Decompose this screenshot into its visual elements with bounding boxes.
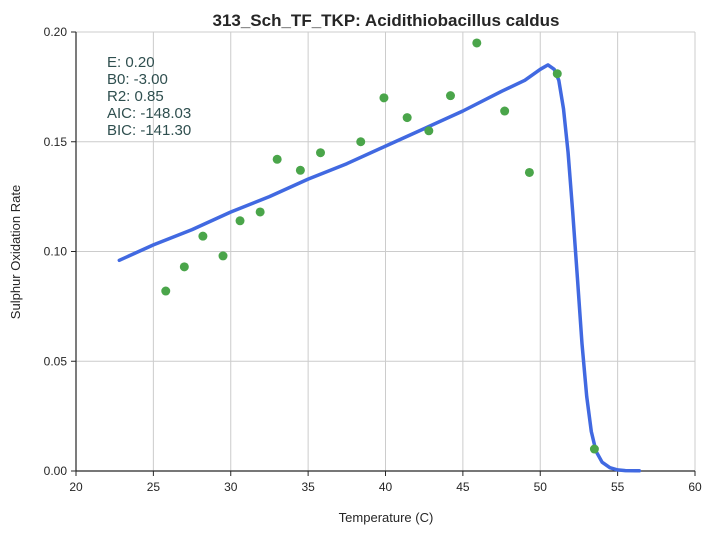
data-point bbox=[255, 207, 265, 217]
chart-title: 313_Sch_TF_TKP: Acidithiobacillus caldus bbox=[212, 11, 559, 30]
x-tick-label: 45 bbox=[456, 480, 470, 494]
y-axis-label: Sulphur Oxidation Rate bbox=[8, 185, 23, 319]
data-point bbox=[379, 93, 389, 103]
x-tick-label: 20 bbox=[69, 480, 83, 494]
data-point bbox=[218, 251, 228, 261]
data-point bbox=[589, 444, 599, 454]
x-tick-label: 35 bbox=[301, 480, 315, 494]
data-point bbox=[524, 167, 534, 177]
x-axis-label: Temperature (C) bbox=[339, 510, 434, 525]
x-tick-label: 60 bbox=[688, 480, 702, 494]
data-point bbox=[316, 148, 326, 158]
x-tick-label: 30 bbox=[224, 480, 238, 494]
fit-curve bbox=[117, 63, 642, 473]
data-point bbox=[424, 126, 434, 136]
data-point bbox=[552, 69, 562, 79]
data-point bbox=[295, 165, 305, 175]
stat-annotation-line: AIC: -148.03 bbox=[107, 105, 191, 122]
data-point bbox=[272, 154, 282, 164]
data-point bbox=[445, 91, 455, 101]
y-tick-label: 0.00 bbox=[44, 464, 68, 478]
data-point bbox=[356, 137, 366, 147]
data-points bbox=[161, 38, 599, 454]
stat-annotation-line: B0: -3.00 bbox=[107, 71, 168, 88]
data-point bbox=[402, 113, 412, 123]
y-tick-label: 0.10 bbox=[44, 245, 68, 259]
x-tick-label: 50 bbox=[534, 480, 548, 494]
axes bbox=[71, 31, 696, 476]
stat-annotation-line: R2: 0.85 bbox=[107, 88, 164, 105]
data-point bbox=[500, 106, 510, 116]
y-tick-label: 0.05 bbox=[44, 354, 68, 368]
data-point bbox=[198, 231, 208, 241]
y-tick-label: 0.20 bbox=[44, 25, 68, 39]
x-tick-label: 40 bbox=[379, 480, 393, 494]
data-point bbox=[179, 262, 189, 272]
y-tick-label: 0.15 bbox=[44, 135, 68, 149]
stat-annotation-line: BIC: -141.30 bbox=[107, 122, 191, 139]
data-point bbox=[235, 216, 245, 226]
x-tick-label: 55 bbox=[611, 480, 625, 494]
stat-annotation-line: E: 0.20 bbox=[107, 54, 155, 71]
tick-labels: 20 25 30 35 40 45 50 55 60 0.00 0.05 0.10 0.15 0.20 bbox=[44, 25, 702, 494]
x-tick-label: 25 bbox=[147, 480, 161, 494]
data-point bbox=[472, 38, 482, 48]
data-point bbox=[161, 286, 171, 296]
fit-curve-layer bbox=[117, 63, 642, 473]
